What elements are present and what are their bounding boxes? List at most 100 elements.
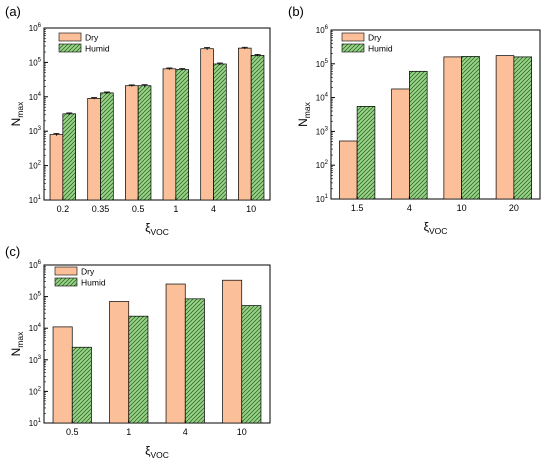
x-axis-title-sub: VOC bbox=[150, 227, 168, 237]
plot-frame bbox=[43, 27, 271, 201]
y-tick-label: 106 bbox=[29, 23, 42, 33]
dry-bar bbox=[125, 85, 139, 201]
y-axis-title-sub: max bbox=[15, 101, 25, 118]
y-tick-label: 105 bbox=[29, 292, 42, 302]
humid-bar bbox=[409, 70, 428, 200]
x-axis-title-main: ξ bbox=[145, 444, 151, 458]
legend-label-humid: Humid bbox=[368, 44, 393, 54]
y-tick-label: 103 bbox=[29, 126, 42, 136]
x-axis-title: ξVOC bbox=[145, 221, 169, 237]
plot-frame bbox=[330, 29, 541, 200]
y-tick-label: 101 bbox=[29, 418, 42, 428]
humid-bar bbox=[213, 63, 227, 201]
dry-bar bbox=[200, 48, 214, 201]
y-tick-label: 101 bbox=[316, 194, 329, 204]
y-axis-title-sub: max bbox=[15, 331, 25, 348]
y-axis-title-main: N bbox=[9, 348, 23, 357]
y-tick-label: 104 bbox=[316, 93, 329, 103]
x-tick-label: 4 bbox=[211, 204, 216, 214]
humid-bar bbox=[241, 305, 262, 424]
y-axis-title-sub: max bbox=[302, 101, 312, 118]
y-tick-label: 103 bbox=[29, 355, 42, 365]
x-tick-label: 4 bbox=[183, 427, 188, 437]
dry-bar bbox=[443, 56, 462, 200]
legend-swatch-humid bbox=[58, 43, 82, 53]
dry-bar bbox=[162, 68, 177, 201]
x-tick-label: 10 bbox=[237, 427, 247, 437]
humid-bar bbox=[128, 315, 149, 424]
y-tick-label: 105 bbox=[316, 59, 329, 69]
x-tick-label: 1 bbox=[173, 204, 178, 214]
humid-bar bbox=[513, 56, 532, 200]
y-axis-title-main: N bbox=[296, 118, 310, 127]
y-tick-label: 102 bbox=[29, 386, 42, 396]
panel-label: (a) bbox=[5, 4, 21, 19]
dry-bar bbox=[52, 326, 73, 424]
legend-swatch-humid bbox=[54, 277, 78, 287]
x-axis-title-sub: VOC bbox=[150, 450, 168, 459]
x-axis-title: ξVOC bbox=[424, 220, 448, 236]
dry-bar bbox=[339, 140, 358, 200]
y-tick-label: 105 bbox=[29, 57, 42, 67]
legend-swatch-dry bbox=[58, 32, 82, 42]
legend-label-humid: Humid bbox=[81, 278, 106, 288]
dry-bar bbox=[391, 88, 410, 200]
humid-bar bbox=[356, 106, 376, 200]
dry-bar bbox=[87, 98, 101, 201]
y-axis-title: Nmax bbox=[9, 331, 25, 356]
plot-frame bbox=[43, 264, 271, 424]
y-tick-label: 104 bbox=[29, 323, 42, 333]
dry-bar bbox=[109, 301, 130, 424]
x-tick-label: 0.35 bbox=[92, 204, 110, 214]
panel-label: (c) bbox=[5, 244, 20, 259]
dry-bar bbox=[222, 279, 243, 424]
x-tick-label: 1 bbox=[126, 427, 131, 437]
x-tick-label: 1.5 bbox=[351, 203, 364, 213]
legend-label-dry: Dry bbox=[81, 267, 95, 277]
legend-label-dry: Dry bbox=[85, 33, 99, 43]
legend-label-dry: Dry bbox=[368, 33, 382, 43]
legend-swatch-dry bbox=[54, 266, 78, 276]
dry-bar bbox=[49, 134, 64, 201]
x-axis-title-main: ξ bbox=[145, 221, 151, 235]
x-axis-title: ξVOC bbox=[145, 444, 169, 459]
legend-swatch-humid bbox=[341, 43, 365, 53]
dry-bar bbox=[238, 47, 252, 201]
x-tick-label: 10 bbox=[246, 204, 256, 214]
humid-bar bbox=[184, 298, 205, 424]
y-tick-label: 101 bbox=[29, 195, 42, 205]
dry-bar bbox=[165, 283, 186, 424]
y-axis-title: Nmax bbox=[9, 101, 25, 126]
y-tick-label: 106 bbox=[316, 25, 329, 35]
x-tick-label: 20 bbox=[509, 203, 519, 213]
x-tick-label: 4 bbox=[407, 203, 412, 213]
legend-swatch-dry bbox=[341, 32, 365, 42]
humid-bar bbox=[461, 56, 480, 200]
legend-label-humid: Humid bbox=[85, 44, 110, 54]
y-tick-label: 103 bbox=[316, 126, 329, 136]
humid-bar bbox=[62, 113, 76, 201]
x-tick-label: 0.5 bbox=[132, 204, 145, 214]
humid-bar bbox=[71, 346, 92, 424]
x-tick-label: 0.2 bbox=[57, 204, 70, 214]
y-tick-label: 102 bbox=[29, 161, 42, 171]
humid-bar bbox=[100, 92, 114, 201]
x-axis-title-sub: VOC bbox=[429, 226, 447, 236]
y-tick-label: 102 bbox=[316, 160, 329, 170]
y-axis-title-main: N bbox=[9, 118, 23, 127]
y-tick-label: 106 bbox=[29, 260, 42, 270]
humid-bar bbox=[250, 55, 265, 201]
chart-panel-0: (a) 101 102 103 104 105 106 0.2 0.35 0.5 1 4 10 DryHu… bbox=[5, 4, 271, 237]
x-tick-label: 10 bbox=[457, 203, 467, 213]
humid-bar bbox=[175, 69, 189, 201]
x-tick-label: 0.5 bbox=[66, 427, 79, 437]
dry-bar bbox=[495, 55, 515, 200]
x-axis-title-main: ξ bbox=[424, 220, 430, 234]
humid-bar bbox=[137, 85, 152, 201]
